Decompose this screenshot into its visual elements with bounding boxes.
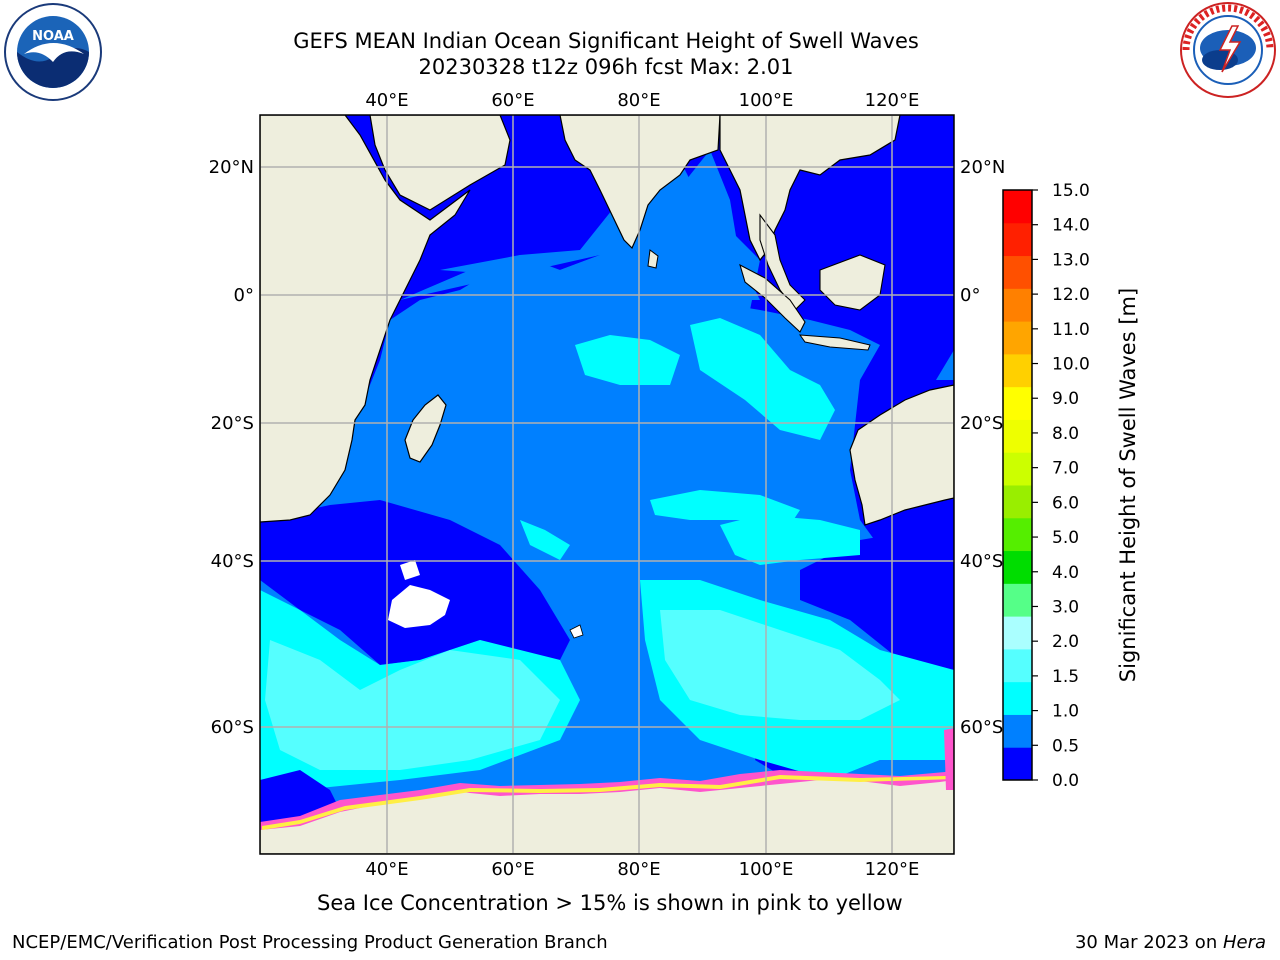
colorbar-tick-label: 14.0 (1052, 216, 1090, 236)
lat-tick-right-0: 0° (960, 285, 980, 306)
colorbar-swatch (1003, 288, 1032, 322)
colorbar-swatch (1003, 452, 1032, 486)
colorbar-swatch (1003, 550, 1032, 584)
colorbar-swatch (1003, 681, 1032, 715)
colorbar-tick-label: 1.0 (1052, 702, 1079, 722)
colorbar-swatch (1003, 419, 1032, 453)
lon-tick-top-120E: 120°E (865, 90, 920, 111)
lat-tick-right-60S: 60°S (960, 717, 1003, 738)
colorbar-swatch (1003, 714, 1032, 748)
lat-tick-left-20N: 20°N (209, 157, 254, 178)
colorbar-tick-label: 0.5 (1052, 736, 1079, 756)
lat-tick-left-40S: 40°S (211, 551, 254, 572)
colorbar-tick-label: 4.0 (1052, 563, 1079, 583)
noaa-logo: NOAA (4, 3, 102, 101)
colorbar-tick-label: 3.0 (1052, 597, 1079, 617)
colorbar-tick-label: 1.5 (1052, 667, 1079, 687)
lat-tick-left-60S: 60°S (211, 717, 254, 738)
colorbar-swatch (1003, 747, 1032, 781)
lat-tick-left-20S: 20°S (211, 413, 254, 434)
colorbar-frame (1002, 189, 1033, 781)
lat-tick-right-20S: 20°S (960, 413, 1003, 434)
lat-tick-left-0: 0° (234, 285, 254, 306)
colorbar-label: Significant Height of Swell Waves [m] (1116, 287, 1140, 683)
colorbar-swatch (1003, 517, 1032, 552)
nws-logo (1180, 2, 1276, 98)
colorbar-tick-label: 9.0 (1052, 389, 1079, 409)
footer-credit: NCEP/EMC/Verification Post Processing Pr… (12, 932, 608, 953)
colorbar-swatch (1003, 616, 1032, 650)
colorbar-swatch (1003, 190, 1032, 224)
colorbar-tick-label: 2.0 (1052, 632, 1079, 652)
colorbar-swatch (1003, 222, 1032, 257)
colorbar-tick-label: 13.0 (1052, 250, 1090, 270)
footer-date-text: 30 Mar 2023 on (1074, 932, 1223, 953)
noaa-logo-text: NOAA (32, 29, 74, 44)
colorbar-swatch (1003, 386, 1032, 420)
colorbar: 0.0 0.5 1.0 1.5 2.0 3.0 4.0 5.0 6.0 7.0 8.0 9.0 10.0… (1002, 181, 1090, 791)
colorbar-swatch (1003, 485, 1032, 519)
colorbar-tick-label: 10.0 (1052, 355, 1090, 375)
lon-tick-bottom-40E: 40°E (365, 859, 408, 880)
lon-tick-bottom-100E: 100°E (739, 859, 794, 880)
colorbar-tick-label: 5.0 (1052, 528, 1079, 548)
chart-subtitle: 20230328 t12z 096h fcst Max: 2.01 (418, 55, 794, 79)
colorbar-tick-label: 0.0 (1052, 771, 1079, 791)
colorbar-tick-label: 11.0 (1052, 320, 1090, 340)
colorbar-swatch (1003, 353, 1032, 388)
colorbar-tick-label: 12.0 (1052, 285, 1090, 305)
lon-tick-top-60E: 60°E (491, 90, 534, 111)
map-gridlines (260, 115, 954, 854)
lon-tick-top-80E: 80°E (617, 90, 660, 111)
colorbar-swatch (1003, 648, 1032, 683)
colorbar-swatch (1003, 583, 1032, 617)
lat-tick-right-20N: 20°N (960, 157, 1005, 178)
lon-tick-bottom-60E: 60°E (491, 859, 534, 880)
lat-tick-right-40S: 40°S (960, 551, 1003, 572)
map-frame (259, 114, 955, 855)
lon-tick-top-100E: 100°E (739, 90, 794, 111)
chart-title: GEFS MEAN Indian Ocean Significant Heigh… (293, 29, 919, 53)
colorbar-tick-label: 15.0 (1052, 181, 1090, 201)
sea-ice-note: Sea Ice Concentration > 15% is shown in … (317, 891, 903, 915)
lon-tick-bottom-80E: 80°E (617, 859, 660, 880)
lon-tick-bottom-120E: 120°E (865, 859, 920, 880)
colorbar-tick-label: 7.0 (1052, 459, 1079, 479)
colorbar-swatch (1003, 255, 1032, 289)
footer-date: 30 Mar 2023 on Hera (1075, 932, 1266, 953)
colorbar-tick-label: 8.0 (1052, 424, 1079, 444)
map-fill (260, 115, 954, 854)
footer-host: Hera (1222, 932, 1266, 953)
colorbar-tick-label: 6.0 (1052, 493, 1079, 513)
lon-tick-top-40E: 40°E (365, 90, 408, 111)
colorbar-swatch (1003, 321, 1032, 355)
